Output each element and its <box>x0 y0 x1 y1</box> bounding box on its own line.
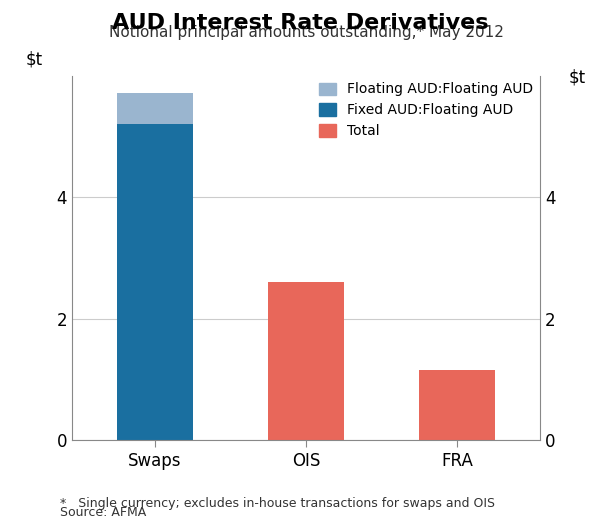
Bar <box>117 93 193 124</box>
Bar <box>268 282 344 440</box>
Text: AUD Interest Rate Derivatives: AUD Interest Rate Derivatives <box>112 13 488 33</box>
Bar <box>117 124 193 440</box>
Title: Notional principal amounts outstanding,* May 2012: Notional principal amounts outstanding,*… <box>109 24 503 40</box>
Bar <box>419 370 495 440</box>
Legend: Floating AUD:Floating AUD, Fixed AUD:Floating AUD, Total: Floating AUD:Floating AUD, Fixed AUD:Flo… <box>319 82 533 139</box>
Y-axis label: $t: $t <box>569 68 586 86</box>
Text: *   Single currency; excludes in-house transactions for swaps and OIS: * Single currency; excludes in-house tra… <box>60 497 495 510</box>
Y-axis label: $t: $t <box>26 50 43 68</box>
Text: Source: AFMA: Source: AFMA <box>60 506 146 519</box>
